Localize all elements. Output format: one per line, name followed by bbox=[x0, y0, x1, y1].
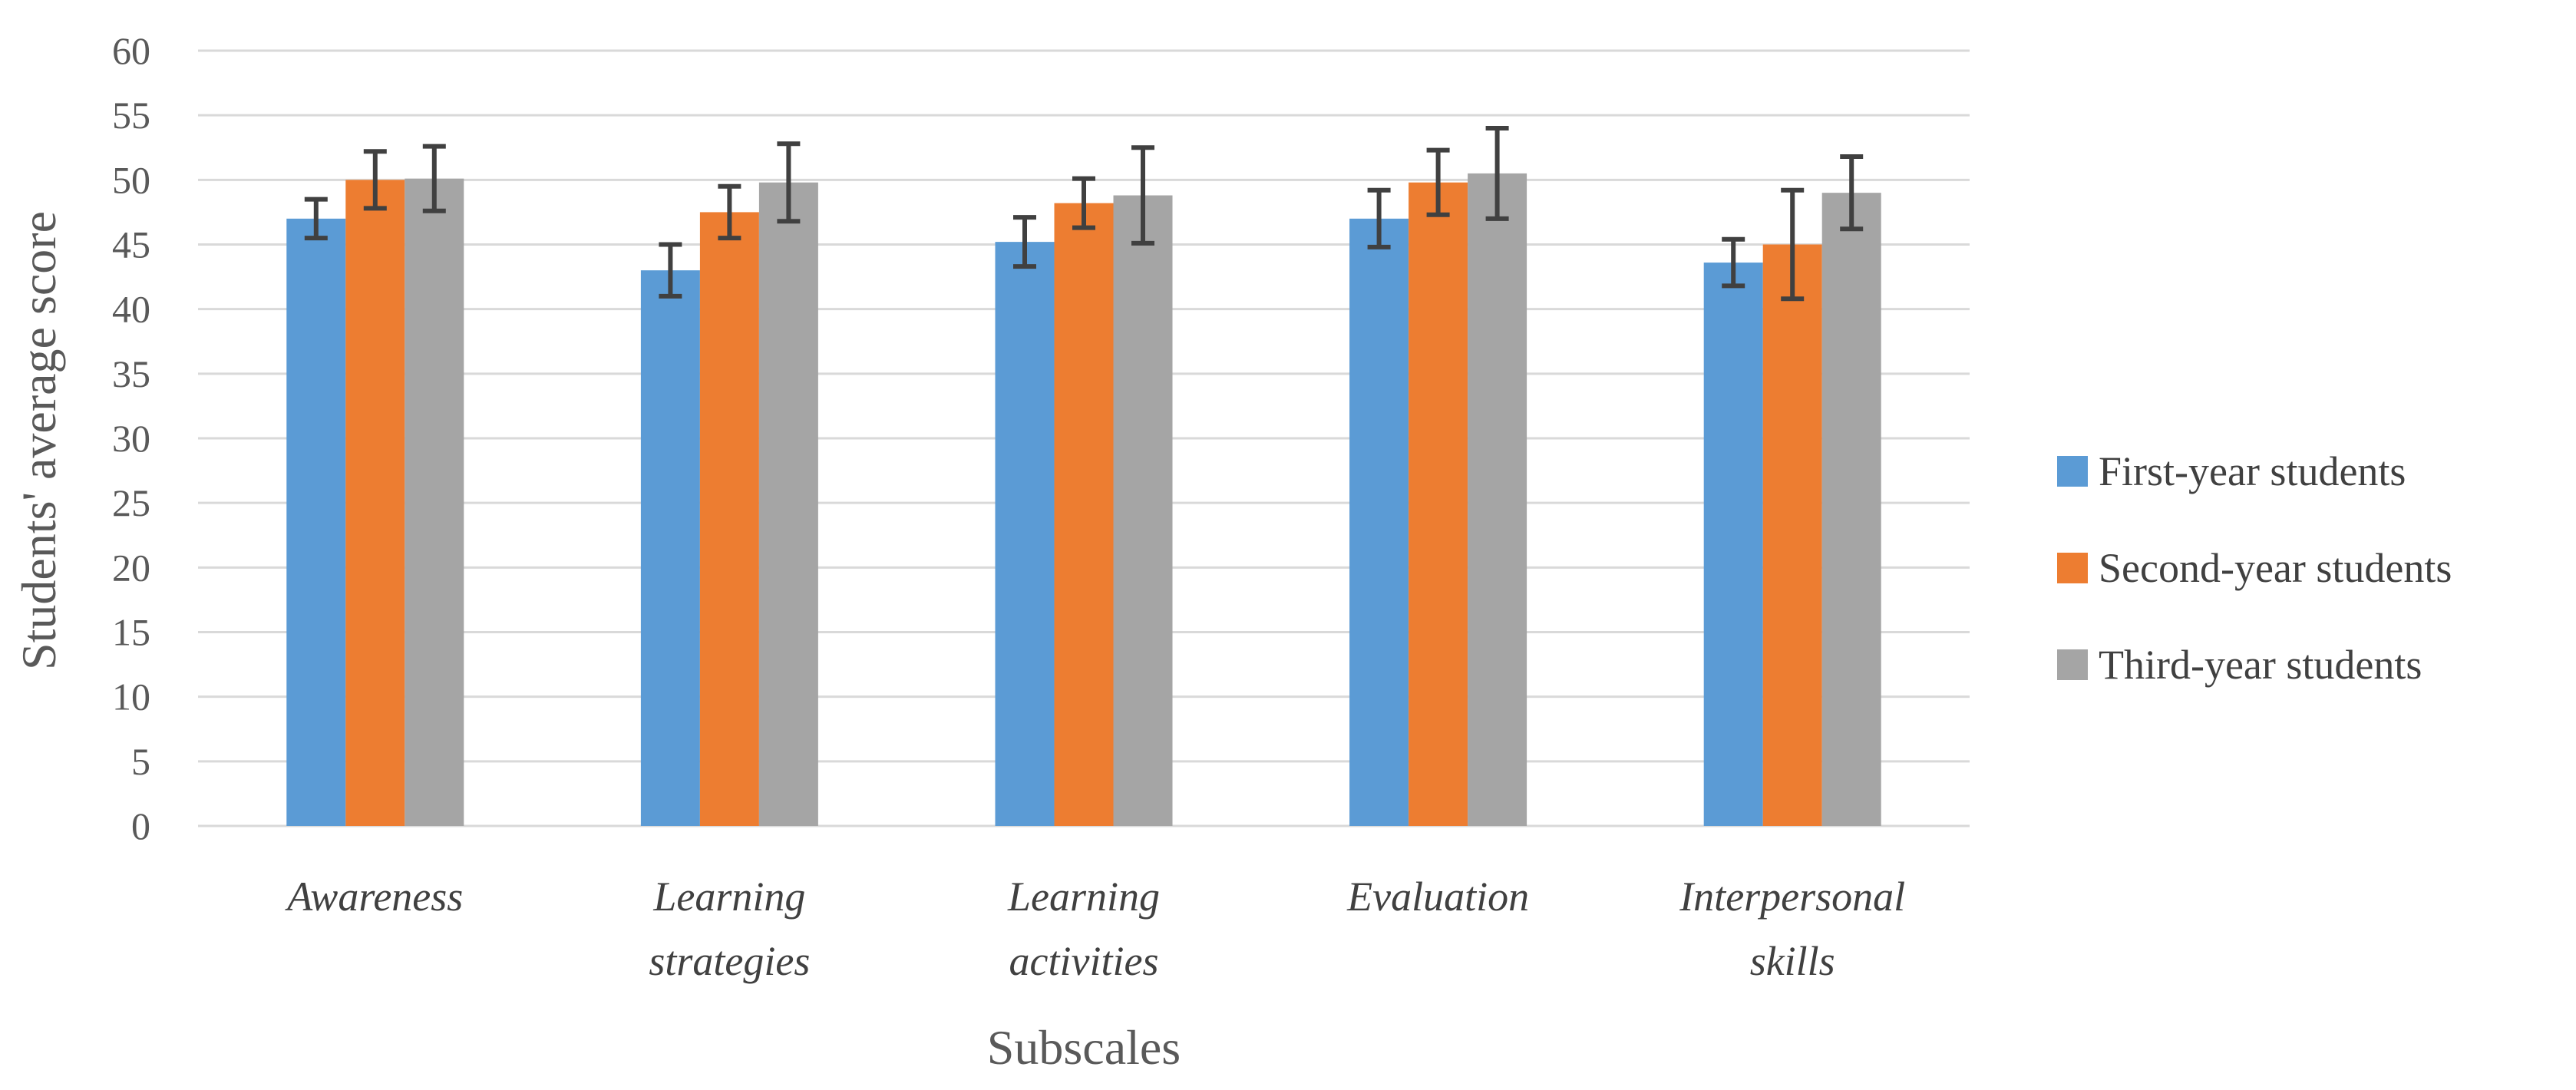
y-tick-label: 35 bbox=[112, 352, 150, 395]
bar bbox=[1703, 263, 1763, 827]
legend-swatch bbox=[2057, 456, 2088, 487]
bar bbox=[1349, 218, 1409, 826]
error-bar bbox=[1367, 187, 1391, 249]
bar bbox=[995, 242, 1055, 827]
y-tick-label: 5 bbox=[131, 740, 150, 783]
legend-label: Third-year students bbox=[2099, 642, 2422, 688]
y-tick-label: 10 bbox=[112, 675, 150, 718]
legend-swatch bbox=[2057, 649, 2088, 680]
y-tick-label: 25 bbox=[112, 481, 150, 524]
bar bbox=[1054, 203, 1114, 827]
bar bbox=[640, 270, 700, 827]
error-bar bbox=[363, 149, 387, 211]
bar bbox=[345, 180, 405, 827]
error-bar bbox=[1072, 176, 1095, 230]
error-bar bbox=[718, 183, 741, 241]
y-tick-label: 40 bbox=[112, 288, 150, 331]
error-bar bbox=[1722, 236, 1745, 289]
y-tick-label: 60 bbox=[112, 29, 150, 72]
x-category-label: Interpersonal bbox=[1679, 874, 1905, 920]
error-bar bbox=[422, 144, 446, 213]
y-tick-label: 0 bbox=[131, 804, 150, 847]
bar bbox=[758, 182, 818, 826]
bar bbox=[1113, 195, 1173, 827]
y-tick-label: 30 bbox=[112, 417, 150, 460]
x-category-label: skills bbox=[1750, 938, 1835, 984]
bar bbox=[405, 178, 464, 826]
y-axis-ticks: 0 5 10 15 20 25 30 35 40 45 50 55 60 bbox=[112, 29, 150, 847]
legend-label: Second-year students bbox=[2099, 545, 2452, 591]
x-category-label: Learning bbox=[1007, 874, 1160, 920]
error-bar bbox=[1013, 215, 1036, 269]
error-bar bbox=[304, 197, 328, 241]
legend: First-year students Second-year students T… bbox=[2057, 448, 2452, 688]
error-bar bbox=[1485, 126, 1509, 221]
error-bar bbox=[1840, 154, 1864, 232]
y-tick-label: 45 bbox=[112, 223, 150, 266]
y-axis-title: Students' average score bbox=[12, 211, 66, 670]
x-axis-title: Subscales bbox=[987, 1020, 1181, 1075]
x-category-label: Evaluation bbox=[1346, 874, 1529, 920]
y-tick-label: 15 bbox=[112, 611, 150, 654]
bar bbox=[1821, 193, 1881, 826]
bar bbox=[699, 212, 759, 827]
y-tick-label: 55 bbox=[112, 94, 150, 137]
x-category-label: Awareness bbox=[285, 874, 463, 920]
x-category-label: Learning bbox=[652, 874, 805, 920]
bar bbox=[1468, 173, 1527, 826]
error-bar bbox=[659, 242, 682, 299]
x-axis-categories: Awareness Learning strategies Learning activ… bbox=[285, 874, 1905, 984]
error-bar bbox=[1426, 147, 1450, 217]
bar bbox=[1762, 244, 1822, 826]
bar bbox=[286, 218, 346, 826]
x-category-label: strategies bbox=[649, 938, 810, 984]
error-bar bbox=[1781, 187, 1805, 302]
error-bar bbox=[1131, 145, 1154, 246]
bars bbox=[286, 173, 1881, 827]
x-category-label: activities bbox=[1009, 938, 1159, 984]
error-bar bbox=[777, 141, 801, 224]
legend-label: First-year students bbox=[2099, 448, 2406, 494]
error-bars bbox=[304, 126, 1864, 302]
bar bbox=[1409, 182, 1468, 826]
y-tick-label: 50 bbox=[112, 158, 150, 201]
legend-swatch bbox=[2057, 553, 2088, 583]
y-tick-label: 20 bbox=[112, 546, 150, 589]
